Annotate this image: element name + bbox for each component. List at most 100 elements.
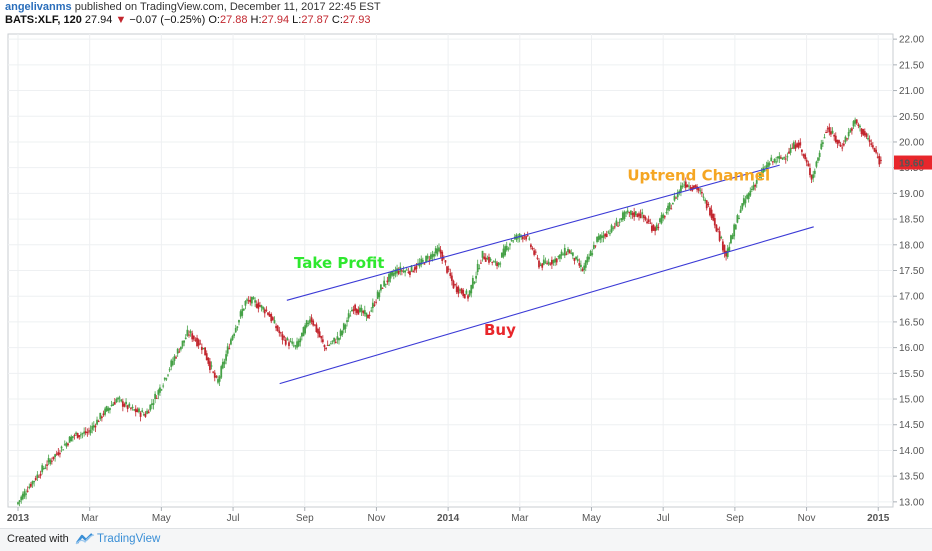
candle-body — [781, 157, 784, 160]
candle-body — [354, 304, 357, 311]
candle-body — [110, 405, 113, 407]
candle-body — [34, 478, 37, 480]
y-tick-label: 16.00 — [899, 343, 924, 354]
candle-body — [642, 215, 645, 218]
candle-body — [228, 348, 231, 350]
candle-body — [367, 314, 369, 319]
candle-body — [163, 377, 166, 380]
candle-body — [812, 174, 815, 179]
candle-body — [723, 244, 726, 254]
candle-body — [804, 154, 807, 160]
candle-body — [421, 259, 424, 262]
candle-body — [734, 224, 737, 230]
candle-body — [794, 144, 797, 149]
created-with-label: Created with — [7, 533, 69, 545]
candle-body — [212, 371, 215, 373]
candle-body — [584, 260, 587, 268]
candle-body — [588, 256, 590, 260]
candle-body — [783, 157, 786, 159]
candle-body — [54, 454, 56, 458]
candle-body — [88, 430, 90, 432]
candle-body — [39, 473, 42, 476]
y-tick-label: 13.00 — [899, 497, 924, 508]
symbol-label: BATS:XLF, 120 — [5, 14, 82, 26]
candle-body — [592, 245, 595, 249]
candle-body — [113, 401, 116, 405]
candle-body — [836, 139, 839, 144]
candle-body — [242, 308, 245, 311]
candle-body — [563, 247, 566, 256]
candle-body — [121, 401, 124, 407]
candle-body — [133, 409, 136, 411]
candle-body — [449, 273, 452, 276]
candle-body — [609, 233, 611, 235]
candle-body — [570, 252, 573, 254]
candle-body — [605, 233, 608, 238]
candle-body — [283, 336, 286, 338]
candle-body — [562, 254, 565, 256]
candle-body — [870, 143, 873, 145]
y-tick-label: 20.50 — [899, 112, 924, 123]
candle-body — [817, 157, 819, 161]
candle-body — [612, 227, 615, 229]
high-label: H: — [250, 14, 262, 26]
open-value: 27.88 — [219, 14, 248, 26]
candle-body — [97, 421, 100, 423]
candle-body — [568, 250, 571, 254]
candle-body — [796, 143, 798, 148]
candle-body — [647, 219, 650, 223]
candle-body — [692, 185, 695, 190]
candle-body — [697, 187, 700, 191]
candle-body — [168, 369, 171, 371]
candle-body — [94, 425, 97, 428]
candle-body — [828, 127, 831, 133]
candle-body — [157, 390, 160, 395]
candle-body — [502, 248, 505, 257]
candle-body — [718, 231, 721, 241]
candle-body — [413, 267, 416, 271]
price-chart[interactable]: 22.0021.5021.0020.5020.0019.5019.0018.50… — [0, 0, 932, 528]
candle-body — [107, 408, 110, 411]
candle-body — [362, 310, 365, 314]
candle-body — [259, 305, 261, 307]
candle-body — [363, 310, 366, 314]
candle-body — [321, 339, 324, 343]
candle-body — [754, 184, 757, 187]
candle-body — [368, 314, 371, 316]
tradingview-logo-icon — [75, 533, 95, 545]
candle-body — [92, 425, 95, 428]
candle-body — [659, 218, 661, 223]
candle-body — [262, 307, 265, 310]
candle-body — [759, 173, 761, 178]
candle-body — [868, 139, 871, 143]
candle-body — [52, 456, 55, 459]
candle-body — [542, 259, 545, 265]
candle-body — [184, 337, 187, 340]
x-tick-label: Sep — [726, 513, 744, 524]
candle-body — [21, 493, 24, 500]
candle-body — [260, 305, 263, 308]
y-tick-label: 21.00 — [899, 86, 924, 97]
candle-body — [257, 302, 260, 309]
candle-body — [346, 320, 348, 323]
candle-body — [494, 261, 497, 263]
candle-body — [317, 328, 319, 334]
candle-body — [267, 312, 269, 315]
x-tick-label: Mar — [81, 513, 99, 524]
candle-body — [359, 307, 361, 312]
candle-body — [280, 332, 282, 334]
candle-body — [352, 309, 355, 312]
candle-body — [84, 431, 87, 434]
candle-body — [644, 216, 647, 220]
tradingview-brand-link[interactable]: TradingView — [97, 533, 161, 545]
candle-body — [192, 335, 195, 340]
candle-body — [278, 330, 281, 334]
candle-body — [571, 252, 574, 256]
candle-body — [739, 209, 742, 213]
author-link[interactable]: angelivanms — [5, 1, 72, 13]
candle-body — [292, 345, 295, 347]
candle-body — [738, 217, 740, 219]
candle-body — [46, 464, 48, 466]
candle-body — [492, 261, 495, 263]
candle-body — [73, 435, 76, 437]
